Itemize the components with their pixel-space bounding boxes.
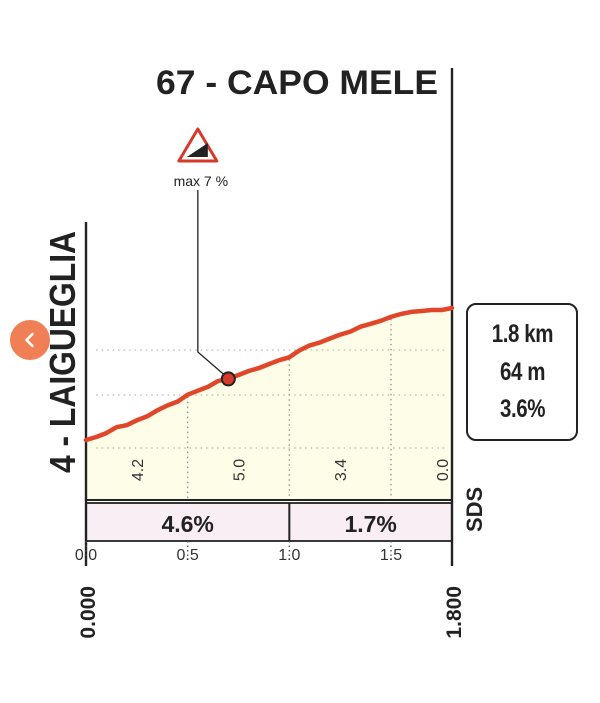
segment-gradient-label: 4.2	[130, 459, 147, 481]
previous-button[interactable]	[10, 320, 50, 360]
summary-gain: 64 m	[499, 357, 545, 386]
distance-label: 0.000	[77, 586, 100, 639]
segment-gradient-label: 3.4	[333, 459, 350, 481]
max-gradient-leader	[197, 190, 225, 376]
distance-label: 1.800	[443, 586, 466, 639]
max-gradient-label: max 7 %	[174, 173, 228, 189]
slope-icon	[186, 143, 208, 157]
sector-gradient-label: 4.6%	[161, 511, 213, 537]
x-tick-label: 0.0	[75, 547, 97, 564]
sector-band	[85, 502, 453, 542]
segment-gradient-label: 5.0	[232, 459, 249, 481]
x-tick-label: 1.0	[278, 547, 300, 564]
sector-gradient-label: 1.7%	[344, 511, 396, 537]
climb-summary-box: 1.8 km 64 m 3.6%	[466, 303, 578, 441]
elevation-line	[83, 305, 455, 443]
profile-area	[86, 308, 452, 500]
start-location-label: 4 - LAIGUEGLIA	[42, 231, 83, 473]
x-tick-label: 1.5	[380, 547, 402, 564]
segment-gradient-label: 0.0	[435, 459, 452, 481]
chart-title: 67 - CAPO MELE	[156, 64, 438, 102]
summary-avg-gradient: 3.6%	[499, 395, 545, 424]
summary-length: 1.8 km	[491, 319, 553, 348]
chevron-left-icon	[25, 332, 34, 348]
x-tick-label: 0.5	[177, 547, 199, 564]
end-tag-label: SDS	[462, 487, 487, 532]
max-gradient-marker	[220, 371, 236, 387]
